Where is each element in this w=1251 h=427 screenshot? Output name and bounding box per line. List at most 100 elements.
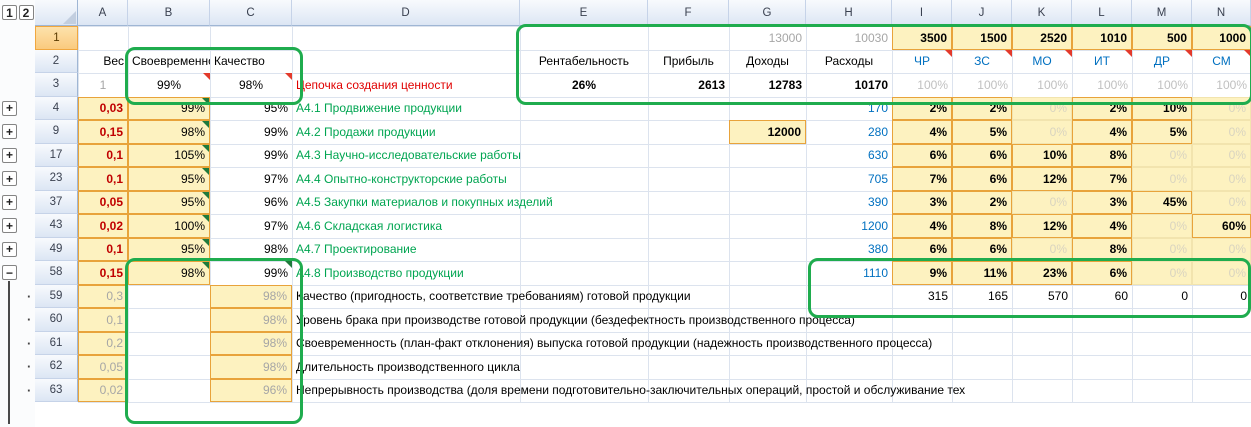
cell-M2[interactable]: ДР [1132, 49, 1192, 74]
cell-M4[interactable]: 10% [1132, 96, 1192, 120]
cell-J49[interactable]: 6% [952, 237, 1012, 261]
cell-G2[interactable]: Доходы [729, 50, 806, 74]
col-header-I[interactable]: I [892, 0, 952, 26]
cell-J2[interactable]: ЗС [952, 49, 1012, 74]
cell-K23[interactable]: 12% [1012, 167, 1072, 191]
cell-H9[interactable]: 280 [806, 120, 892, 144]
cell-K58[interactable]: 23% [1012, 261, 1072, 285]
cell-F3[interactable]: 2613 [648, 73, 729, 97]
cell-A9[interactable]: 0,15 [78, 120, 128, 144]
cell-K49[interactable]: 0% [1012, 237, 1072, 261]
cell-C49[interactable]: 98% [210, 238, 292, 262]
row-header-2[interactable]: 2 [35, 49, 78, 73]
cell-I1[interactable]: 3500 [892, 26, 952, 50]
cell-I37[interactable]: 3% [892, 190, 952, 214]
cell-L59[interactable]: 60 [1072, 285, 1132, 309]
cell-C17[interactable]: 99% [210, 144, 292, 168]
row-header-59[interactable]: 59 [35, 284, 78, 308]
cell-C62[interactable]: 98% [210, 355, 292, 379]
cell-A62[interactable]: 0,05 [78, 355, 128, 379]
row-header-17[interactable]: 17 [35, 143, 78, 167]
cell-I59[interactable]: 315 [892, 285, 952, 309]
cell-N4[interactable]: 0% [1192, 96, 1251, 120]
cell-D59[interactable]: Качество (пригодность, соответствие треб… [292, 285, 890, 309]
cell-A23[interactable]: 0,1 [78, 167, 128, 191]
cell-D49[interactable]: А4.7 Проектирование [292, 238, 638, 262]
cell-D37[interactable]: А4.5 Закупки материалов и покупных издел… [292, 191, 638, 215]
col-header-C[interactable]: C [210, 0, 292, 26]
group-collapse-button-row-58[interactable]: − [2, 265, 17, 280]
cell-A60[interactable]: 0,1 [78, 308, 128, 332]
col-header-L[interactable]: L [1072, 0, 1132, 26]
cell-H1[interactable]: 10030 [806, 26, 892, 50]
cell-I43[interactable]: 4% [892, 214, 952, 238]
cell-N9[interactable]: 0% [1192, 120, 1251, 144]
group-expand-button-row-23[interactable]: + [2, 171, 17, 186]
cell-N37[interactable]: 0% [1192, 190, 1251, 214]
cell-D43[interactable]: А4.6 Складская логистика [292, 214, 638, 238]
cell-C23[interactable]: 97% [210, 167, 292, 191]
cell-D61[interactable]: Своевременность (план-факт отклонения) в… [292, 332, 1249, 356]
outline-level-1-button[interactable]: 1 [2, 5, 17, 20]
cell-B37[interactable]: 95% [128, 190, 210, 214]
col-header-M[interactable]: M [1132, 0, 1192, 26]
cell-G3[interactable]: 12783 [729, 73, 806, 97]
cell-C63[interactable]: 96% [210, 378, 292, 402]
col-header-E[interactable]: E [520, 0, 648, 26]
cell-J9[interactable]: 5% [952, 120, 1012, 144]
group-expand-button-row-9[interactable]: + [2, 124, 17, 139]
cell-B23[interactable]: 95% [128, 167, 210, 191]
outline-level-2-button[interactable]: 2 [18, 5, 34, 20]
cell-A49[interactable]: 0,1 [78, 237, 128, 261]
cell-G1[interactable]: 13000 [729, 26, 806, 50]
row-header-43[interactable]: 43 [35, 214, 78, 238]
cell-K59[interactable]: 570 [1012, 285, 1072, 309]
cell-B17[interactable]: 105% [128, 143, 210, 167]
cell-I17[interactable]: 6% [892, 143, 952, 167]
row-header-60[interactable]: 60 [35, 308, 78, 332]
cell-A17[interactable]: 0,1 [78, 143, 128, 167]
cell-K17[interactable]: 10% [1012, 143, 1072, 167]
cell-A37[interactable]: 0,05 [78, 190, 128, 214]
cell-L37[interactable]: 3% [1072, 190, 1132, 214]
cell-N58[interactable]: 0% [1192, 261, 1251, 285]
cell-J58[interactable]: 11% [952, 261, 1012, 285]
cell-L2[interactable]: ИТ [1072, 49, 1132, 74]
cell-H3[interactable]: 10170 [806, 73, 892, 97]
cell-D63[interactable]: Непрерывность производства (доля времени… [292, 379, 1249, 403]
cell-K2[interactable]: МО [1012, 49, 1072, 74]
cell-A2[interactable]: Вес [78, 50, 128, 74]
cell-H4[interactable]: 170 [806, 97, 892, 121]
select-all-corner[interactable] [35, 0, 78, 26]
cell-I23[interactable]: 7% [892, 167, 952, 191]
cell-L43[interactable]: 4% [1072, 214, 1132, 238]
cell-H37[interactable]: 390 [806, 191, 892, 215]
cell-H17[interactable]: 630 [806, 144, 892, 168]
cell-N43[interactable]: 60% [1192, 214, 1251, 238]
cell-C43[interactable]: 97% [210, 214, 292, 238]
cell-C3[interactable]: 98% [210, 73, 292, 97]
cell-L9[interactable]: 4% [1072, 120, 1132, 144]
cell-C61[interactable]: 98% [210, 331, 292, 355]
cell-C9[interactable]: 99% [210, 120, 292, 144]
row-header-61[interactable]: 61 [35, 331, 78, 355]
col-header-B[interactable]: B [128, 0, 210, 26]
cell-I2[interactable]: ЧР [892, 49, 952, 74]
cell-G9[interactable]: 12000 [729, 120, 806, 144]
cell-L23[interactable]: 7% [1072, 167, 1132, 191]
cell-C4[interactable]: 95% [210, 97, 292, 121]
cell-B58[interactable]: 98% [128, 261, 210, 285]
cell-N17[interactable]: 0% [1192, 143, 1251, 167]
cell-I58[interactable]: 9% [892, 261, 952, 285]
cell-M59[interactable]: 0 [1132, 285, 1192, 309]
cell-H49[interactable]: 380 [806, 238, 892, 262]
cell-M58[interactable]: 0% [1132, 261, 1192, 285]
cell-A59[interactable]: 0,3 [78, 284, 128, 308]
cell-D3[interactable]: Цепочка создания ценности [292, 73, 520, 97]
cell-D58[interactable]: А4.8 Производство продукции [292, 261, 638, 285]
cell-B49[interactable]: 95% [128, 237, 210, 261]
cell-B43[interactable]: 100% [128, 214, 210, 238]
col-header-H[interactable]: H [806, 0, 892, 26]
cell-C59[interactable]: 98% [210, 284, 292, 308]
cell-I9[interactable]: 4% [892, 120, 952, 144]
